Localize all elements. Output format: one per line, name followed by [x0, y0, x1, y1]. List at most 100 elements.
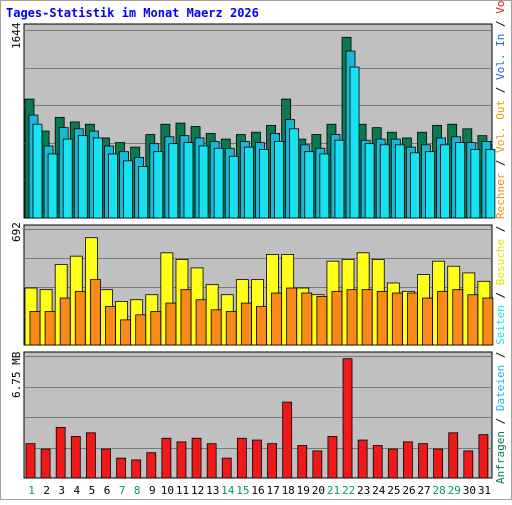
bar-seiten-day-25	[394, 144, 405, 219]
bar-seiten-day-14	[228, 155, 239, 219]
bar-seiten-day-21	[334, 139, 345, 219]
x-tick-label: 26	[402, 484, 415, 497]
bar-volumen-day-18	[282, 401, 293, 479]
legend-entry: Seiten	[494, 305, 507, 345]
x-tick-label: 10	[161, 484, 174, 497]
bar-seiten-day-4	[77, 135, 88, 219]
panel-visits	[23, 224, 494, 346]
legend-entry: Besuche	[494, 239, 507, 285]
bar-seiten-day-31	[485, 148, 496, 219]
bar-seiten-day-27	[425, 151, 435, 219]
x-tick-label: 20	[312, 484, 325, 497]
bar-seiten-day-6	[108, 153, 118, 219]
bar-volumen-day-2	[40, 448, 51, 479]
bar-volumen-day-23	[357, 439, 368, 479]
chart-title: Tages-Statistik im Monat Maerz 2026	[6, 6, 259, 20]
x-tick-label: 22	[342, 484, 355, 497]
bar-rechner-day-25	[391, 292, 403, 346]
bar-seiten-day-19	[304, 151, 315, 219]
bar-seiten-day-7	[123, 160, 133, 219]
x-tick-label: 11	[176, 484, 189, 497]
x-axis-day-labels: 1 2 3 4 5 6 7 8 9 10 11 12 13 14 15 16 17 18 19 20 21 22 23 24 2…	[28, 484, 491, 497]
x-tick-label: 16	[251, 484, 264, 497]
bar-rechner-day-5	[89, 279, 101, 346]
bar-rechner-day-24	[376, 290, 388, 346]
x-tick-label: 8	[134, 484, 141, 497]
bar-rechner-day-27	[422, 297, 433, 346]
bar-seiten-day-20	[319, 153, 330, 219]
bar-volumen-day-1	[25, 443, 36, 479]
bar-seiten-day-26	[410, 152, 420, 219]
bar-volumen-day-26	[403, 441, 413, 479]
plot-panels	[23, 23, 496, 479]
bar-rechner-day-1	[29, 311, 41, 346]
bar-rechner-day-15	[240, 302, 252, 346]
x-tick-label: 30	[463, 484, 476, 497]
x-tick-label: 3	[58, 484, 65, 497]
x-tick-label: 9	[149, 484, 156, 497]
x-tick-label: 6	[104, 484, 111, 497]
bar-rechner-day-29	[452, 289, 464, 346]
x-tick-label: 1	[28, 484, 35, 497]
legend-entry: /	[494, 14, 507, 34]
bar-rechner-day-17	[271, 292, 282, 346]
bar-volumen-day-13	[206, 443, 217, 479]
legend-entry: Dateien	[494, 365, 507, 411]
y-axis-labels: 1644 692 6.75 MB	[10, 22, 23, 398]
bar-volumen-day-17	[267, 443, 277, 479]
bar-volumen-day-11	[176, 441, 187, 479]
bar-rechner-day-6	[105, 306, 116, 346]
bar-rechner-day-8	[135, 314, 147, 346]
y-axis-label-requests: 1644	[10, 22, 23, 49]
bar-volumen-day-31	[478, 434, 489, 479]
bar-volumen-day-15	[236, 437, 247, 479]
bar-seiten-day-18	[289, 128, 300, 219]
panel-requests	[23, 23, 496, 219]
bar-rechner-day-3	[59, 297, 71, 346]
legend-entry: Vol. Out	[494, 100, 507, 153]
legend-entry: /	[494, 153, 507, 173]
bar-rechner-day-28	[437, 290, 449, 346]
bar-volumen-day-28	[433, 448, 444, 479]
legend-entry: /	[494, 219, 507, 239]
x-tick-label: 23	[357, 484, 370, 497]
bar-rechner-day-10	[165, 302, 177, 346]
legend-entry: Vol. In	[494, 34, 507, 80]
bar-volumen-day-9	[146, 452, 157, 479]
legend: Anfragen / Dateien / Seiten / Besuche / …	[494, 0, 507, 484]
bar-rechner-day-21	[331, 290, 343, 346]
bar-seiten-day-3	[62, 138, 73, 219]
x-tick-label: 12	[191, 484, 204, 497]
bar-rechner-day-4	[74, 290, 86, 346]
x-tick-label: 29	[448, 484, 461, 497]
x-tick-label: 17	[266, 484, 279, 497]
bar-seiten-day-16	[259, 148, 269, 219]
x-tick-label: 24	[372, 484, 386, 497]
bar-volumen-day-29	[448, 432, 459, 479]
bar-seiten-day-15	[243, 146, 254, 219]
bar-seiten-day-5	[92, 137, 103, 219]
bar-rechner-day-16	[256, 306, 267, 346]
x-tick-label: 14	[221, 484, 235, 497]
x-tick-label: 27	[417, 484, 430, 497]
bar-seiten-day-28	[440, 144, 451, 219]
bar-rechner-day-2	[44, 311, 56, 346]
x-tick-label: 18	[282, 484, 295, 497]
x-tick-label: 13	[206, 484, 219, 497]
bar-seiten-day-29	[455, 142, 466, 219]
bar-seiten-day-24	[379, 144, 390, 219]
bar-seiten-day-1	[32, 123, 43, 219]
legend-entry: Rechner	[494, 172, 507, 219]
bar-rechner-day-19	[301, 292, 313, 346]
bar-rechner-day-31	[482, 297, 494, 346]
bar-volumen-day-10	[161, 437, 172, 479]
bar-rechner-day-13	[210, 309, 222, 346]
bar-seiten-day-13	[213, 147, 224, 219]
bar-rechner-day-9	[150, 311, 162, 346]
bar-rechner-day-14	[225, 311, 237, 346]
bar-volumen-day-7	[116, 457, 126, 479]
bar-seiten-day-30	[470, 148, 481, 219]
bar-seiten-day-9	[153, 151, 164, 219]
